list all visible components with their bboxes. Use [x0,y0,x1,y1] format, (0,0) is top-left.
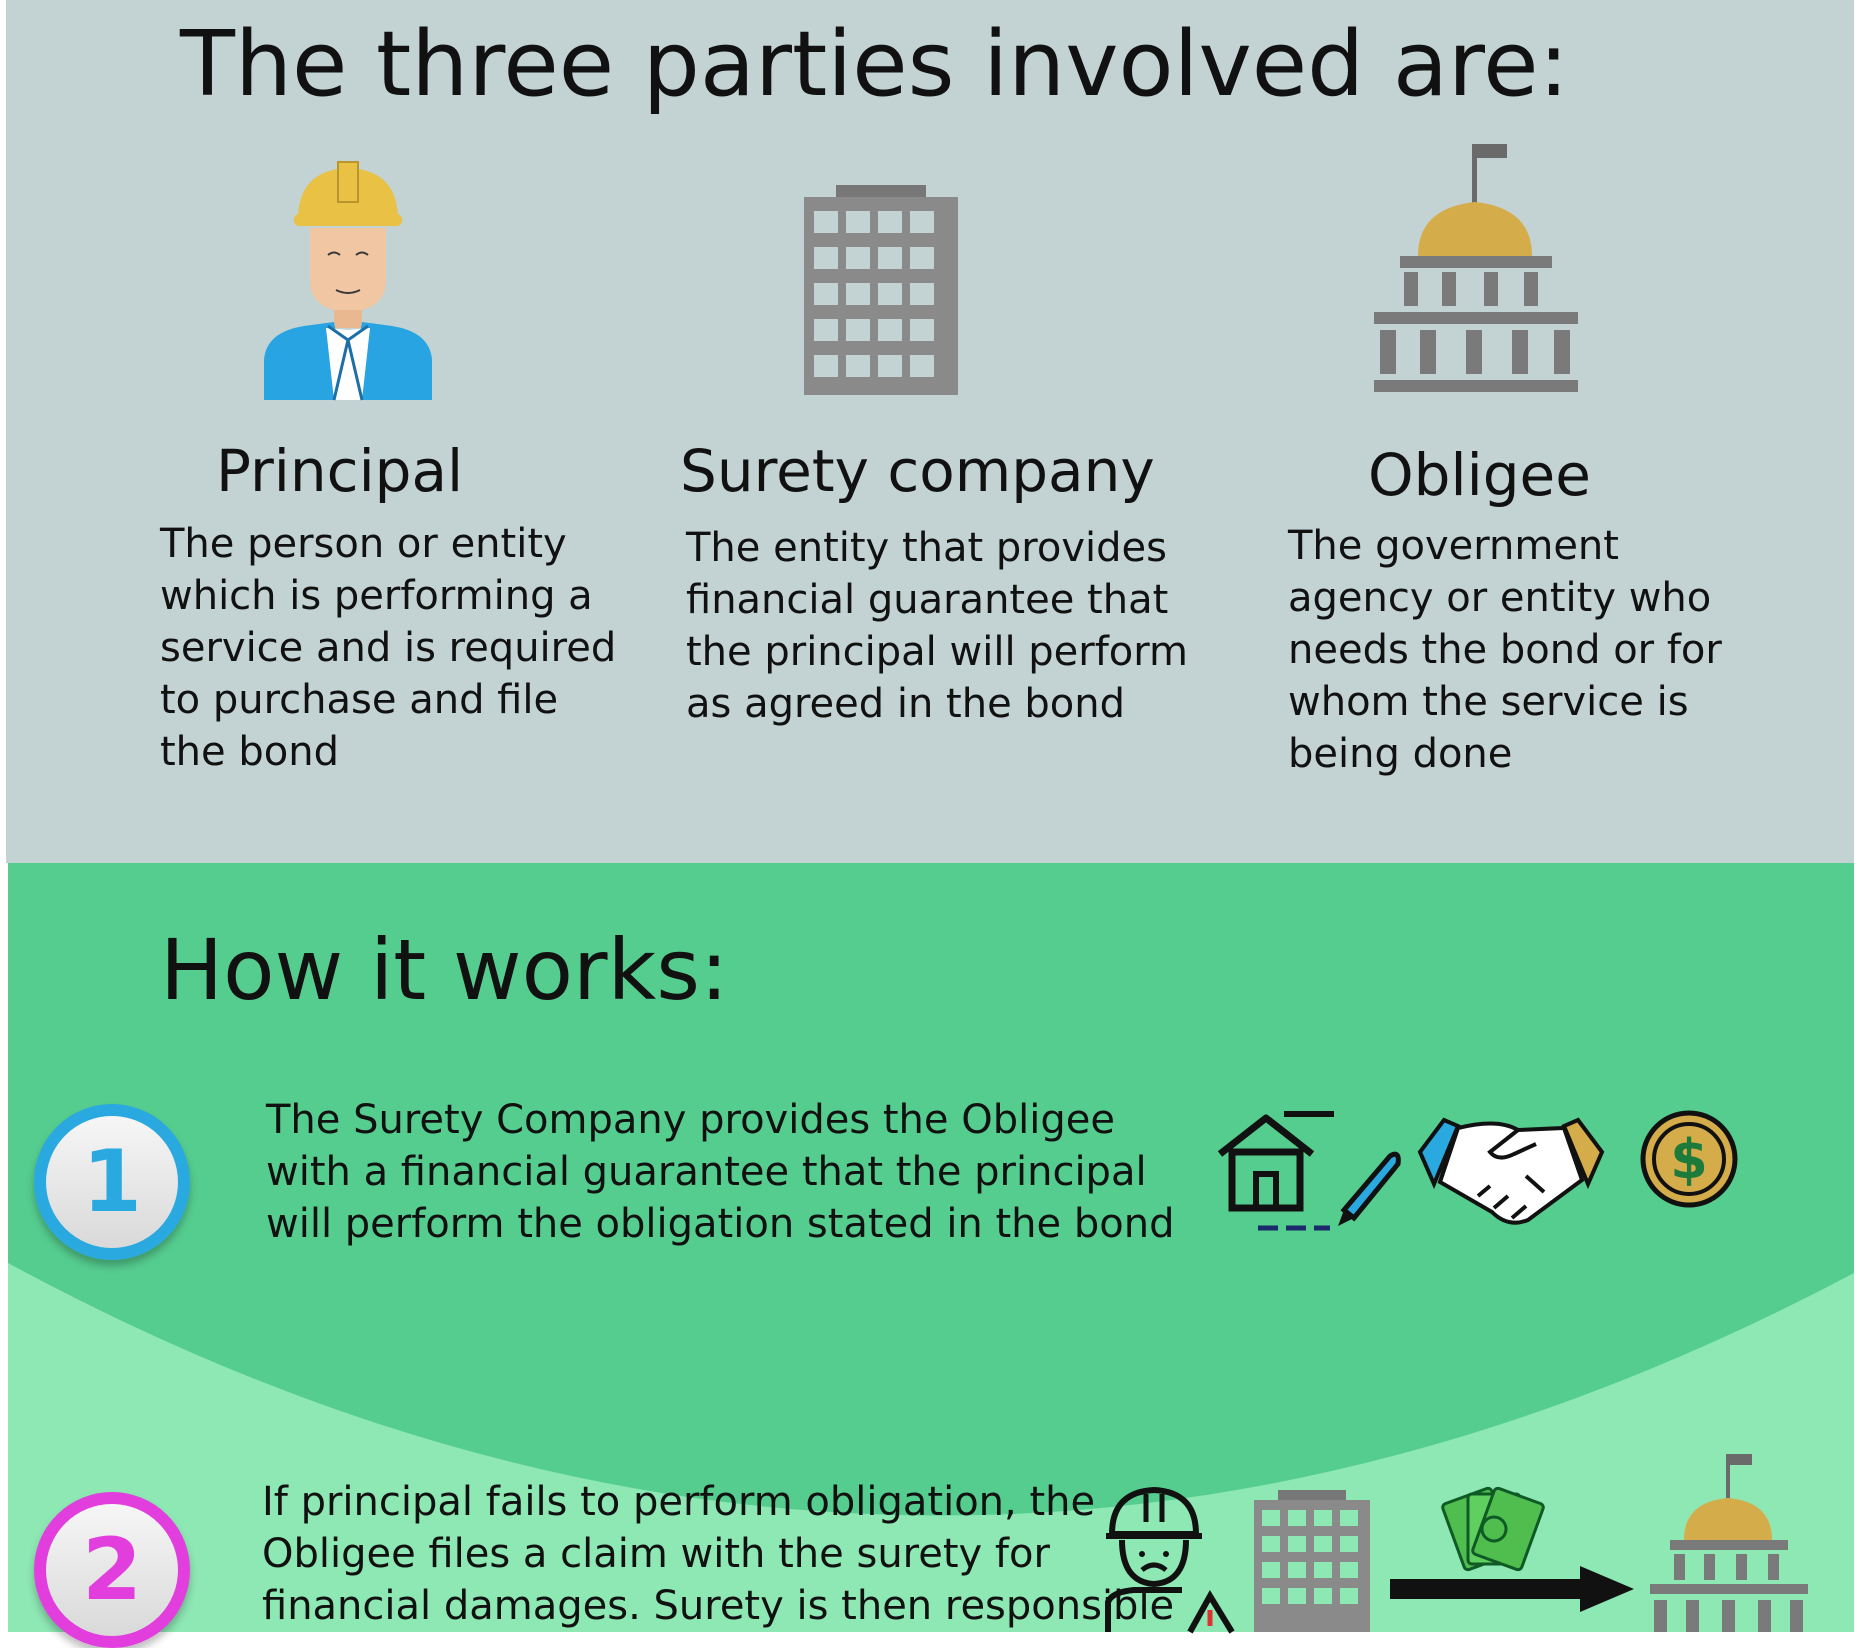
party-name-obligee: Obligee [1368,441,1591,509]
party-desc-principal: The person or entity which is performing… [160,521,617,775]
party-desc-obligee: The government agency or entity who need… [1288,523,1722,777]
section-wave-background [8,863,1854,1516]
worker-icon [264,161,432,401]
house-contract-icon [1217,1111,1401,1231]
government-building-icon [1374,144,1578,392]
how-it-works-title: How it works: [160,921,729,1019]
step-1-text: The Surety Company provides the Obligee … [266,1097,1175,1247]
sad-worker-icon [1105,1486,1235,1634]
step-2-badge: 2 [34,1492,190,1648]
party-name-surety: Surety company [680,437,1155,505]
office-building-icon [804,185,958,395]
office-building-icon-small [1254,1490,1370,1632]
svg-text:$: $ [1670,1128,1708,1191]
government-building-icon-small [1650,1454,1808,1632]
handshake-icon [1417,1117,1605,1225]
party-desc-surety: The entity that provides financial guara… [686,525,1188,727]
arrow-right-icon [1390,1566,1634,1612]
step-2-text: If principal fails to perform obligation… [262,1479,1175,1629]
money-icon [1441,1486,1545,1572]
parties-section [6,0,1854,863]
dollar-coin-icon: $ [1640,1110,1738,1208]
how-it-works-section [8,863,1854,1632]
page-title: The three parties involved are: [180,12,1569,117]
party-name-principal: Principal [216,437,464,505]
step-1-badge: 1 [34,1104,190,1260]
